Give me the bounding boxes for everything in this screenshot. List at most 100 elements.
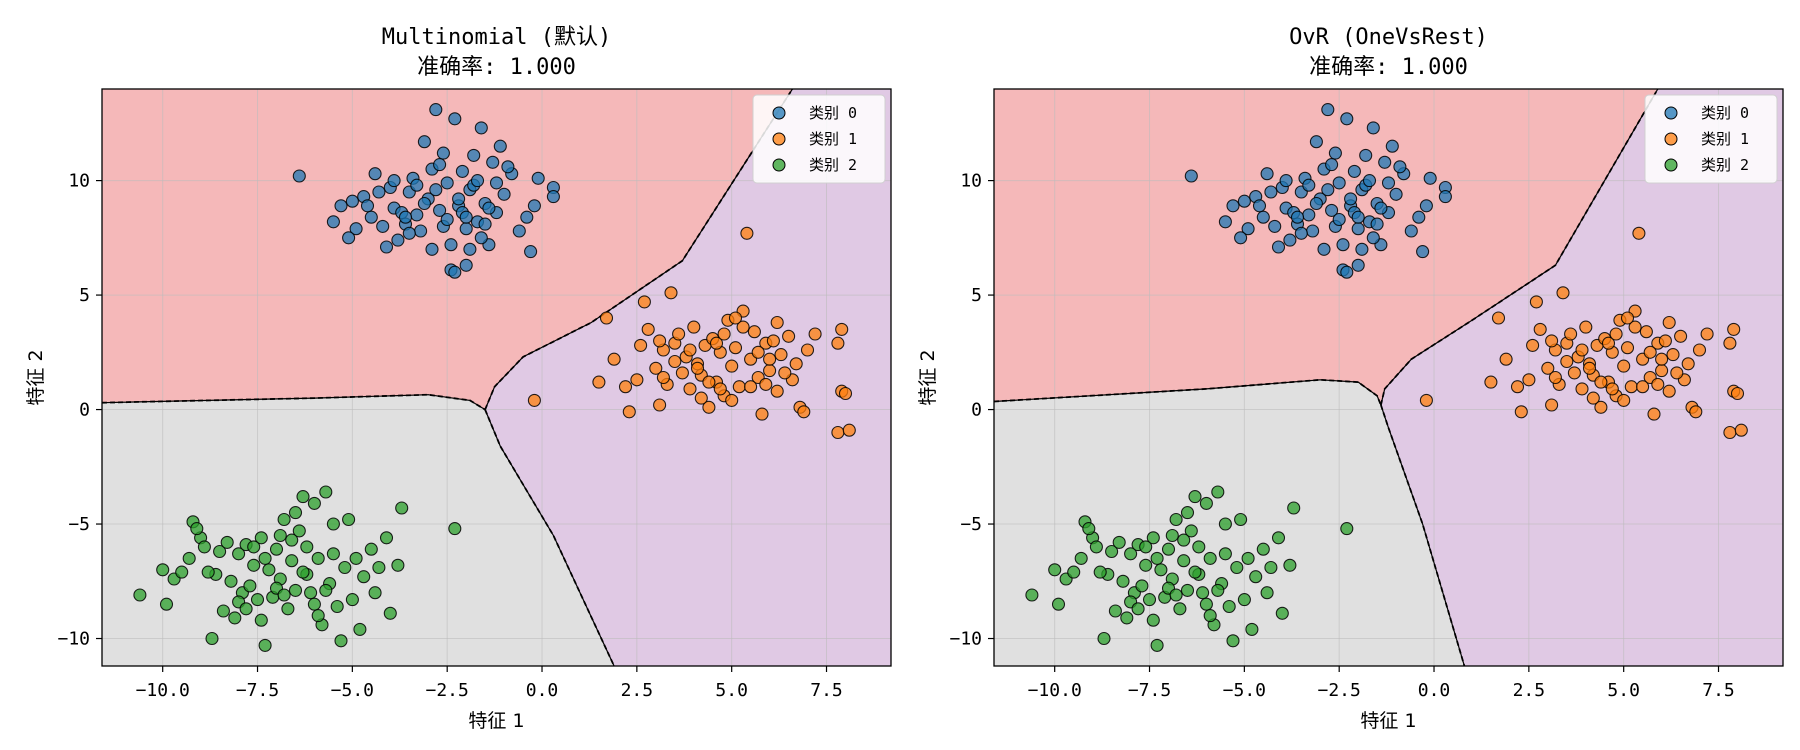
region-class2 bbox=[102, 394, 615, 666]
data-point bbox=[292, 169, 306, 183]
data-point bbox=[482, 201, 496, 215]
data-point bbox=[326, 517, 340, 531]
data-point bbox=[1169, 588, 1183, 602]
data-point bbox=[379, 240, 394, 254]
data-point bbox=[1514, 405, 1528, 419]
data-point bbox=[330, 599, 344, 614]
data-point bbox=[1340, 265, 1354, 279]
data-point bbox=[1317, 242, 1331, 256]
data-point bbox=[254, 613, 268, 627]
decision-boundary-dashed bbox=[1380, 404, 1466, 666]
data-point bbox=[1499, 352, 1513, 366]
data-point bbox=[1340, 522, 1354, 536]
data-point bbox=[1177, 533, 1191, 547]
x-tick-label: 2.5 bbox=[621, 680, 654, 701]
data-point bbox=[1306, 224, 1320, 238]
data-point bbox=[1378, 155, 1392, 169]
plot-area bbox=[994, 89, 1783, 666]
data-point bbox=[1344, 192, 1358, 206]
data-point bbox=[326, 215, 340, 229]
x-tick-label: −2.5 bbox=[426, 680, 469, 701]
data-point bbox=[300, 540, 314, 554]
data-point bbox=[1268, 219, 1282, 233]
data-point bbox=[467, 148, 481, 162]
data-point bbox=[1674, 329, 1688, 343]
x-axis-label: 特征 1 bbox=[1360, 710, 1416, 732]
data-point bbox=[1089, 540, 1103, 554]
data-point bbox=[1241, 222, 1255, 236]
x-tick-label: 0.0 bbox=[526, 680, 559, 701]
data-point bbox=[1120, 611, 1134, 625]
data-point bbox=[683, 382, 697, 396]
y-axis-label: 特征 2 bbox=[917, 349, 939, 405]
data-point bbox=[395, 501, 409, 515]
data-point bbox=[1609, 327, 1623, 341]
data-point bbox=[156, 563, 170, 577]
data-point bbox=[258, 638, 272, 652]
data-point bbox=[675, 366, 689, 380]
data-point bbox=[463, 242, 477, 256]
data-point bbox=[1533, 322, 1547, 336]
data-point bbox=[1025, 588, 1039, 602]
data-point bbox=[1302, 208, 1316, 222]
data-point bbox=[630, 373, 644, 387]
series-2 bbox=[1025, 485, 1354, 652]
data-point bbox=[1332, 212, 1346, 227]
data-point bbox=[1192, 540, 1206, 554]
y-axis-label: 特征 2 bbox=[25, 349, 47, 405]
data-point bbox=[1196, 586, 1210, 600]
data-point bbox=[1617, 359, 1631, 373]
data-point bbox=[1374, 201, 1388, 215]
data-point bbox=[637, 295, 651, 309]
data-point bbox=[1381, 176, 1396, 190]
data-point bbox=[345, 194, 359, 208]
data-point bbox=[425, 242, 439, 256]
data-point bbox=[744, 380, 758, 394]
data-point bbox=[448, 265, 462, 279]
data-point bbox=[459, 258, 473, 272]
data-point bbox=[770, 315, 784, 330]
data-point bbox=[1419, 393, 1433, 407]
data-point bbox=[1522, 373, 1536, 387]
data-point bbox=[474, 231, 488, 245]
data-point bbox=[1165, 528, 1179, 543]
data-point bbox=[1112, 535, 1126, 549]
data-point bbox=[512, 224, 526, 238]
chart-panel-0: −10.0 −7.5 −5.0 −2.5 0.0 2.5 5.0 7.5 −10 −5 0 5 10 特征… bbox=[25, 25, 892, 732]
data-point bbox=[1366, 231, 1380, 245]
data-point bbox=[1218, 215, 1232, 229]
data-point bbox=[1639, 325, 1653, 339]
data-point bbox=[1662, 384, 1676, 398]
legend-marker bbox=[772, 132, 786, 146]
data-point bbox=[1636, 380, 1650, 394]
data-point bbox=[440, 176, 454, 190]
data-point bbox=[1146, 531, 1160, 545]
data-point bbox=[501, 160, 515, 174]
data-point bbox=[1264, 560, 1278, 575]
x-tick-label: 7.5 bbox=[810, 680, 843, 701]
x-tick-label: 5.0 bbox=[715, 680, 748, 701]
data-point bbox=[1567, 366, 1581, 380]
data-point bbox=[433, 203, 447, 217]
chart-title: OvR (OneVsRest) bbox=[1289, 25, 1488, 50]
data-point bbox=[1188, 565, 1202, 579]
data-point bbox=[1325, 158, 1339, 172]
data-point bbox=[402, 226, 416, 240]
data-point bbox=[459, 222, 473, 236]
data-point bbox=[288, 506, 303, 520]
data-point bbox=[1620, 341, 1635, 355]
data-point bbox=[1586, 391, 1600, 405]
data-point bbox=[1184, 169, 1198, 183]
data-point bbox=[687, 320, 701, 334]
legend-label: 类别 0 bbox=[809, 104, 857, 122]
data-point bbox=[197, 540, 211, 554]
data-point bbox=[360, 199, 375, 213]
legend-label: 类别 1 bbox=[1701, 130, 1749, 148]
data-point bbox=[258, 551, 272, 565]
data-point bbox=[1264, 185, 1278, 199]
x-tick-label: 0.0 bbox=[1418, 680, 1451, 701]
data-point bbox=[1074, 551, 1088, 565]
data-point bbox=[292, 524, 306, 538]
data-point bbox=[1723, 336, 1737, 350]
data-point bbox=[1218, 547, 1232, 561]
